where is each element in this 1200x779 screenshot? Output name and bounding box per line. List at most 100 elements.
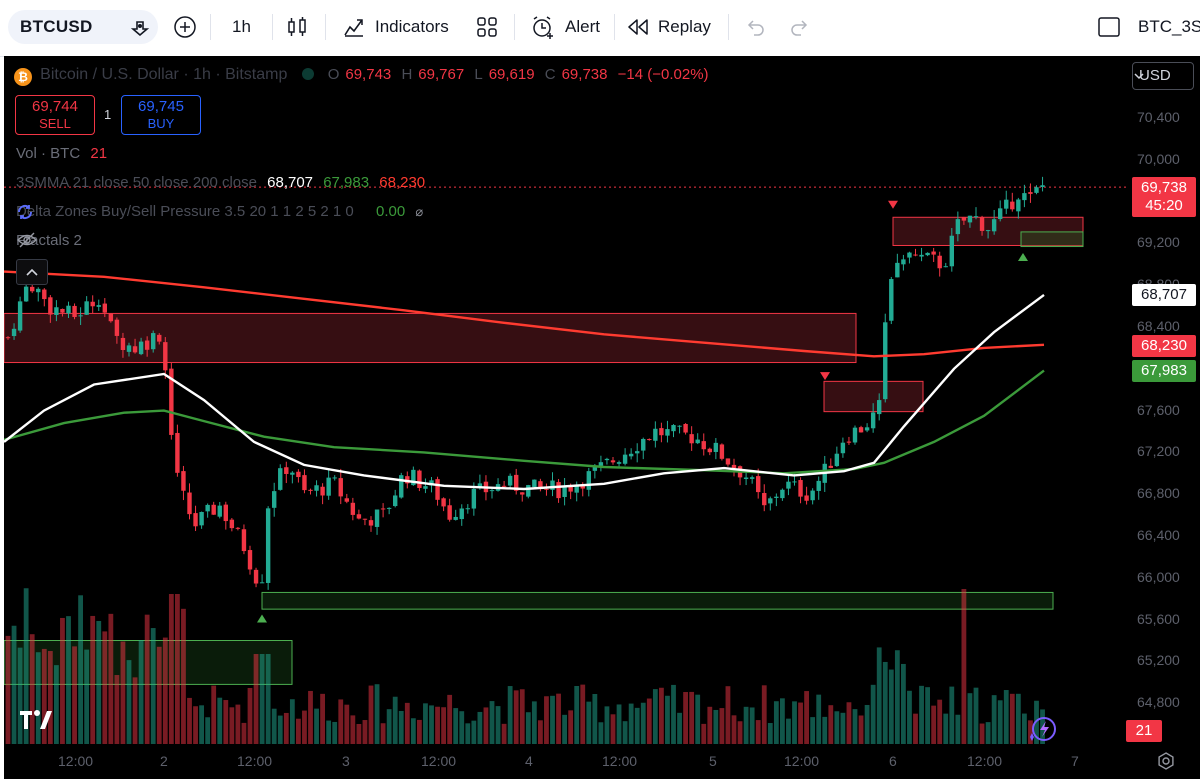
volume-bar [410,718,416,744]
quantity[interactable]: 1 [104,107,112,122]
volume-bar [362,720,368,744]
candle-body [411,469,416,486]
chart-type-button[interactable] [286,10,308,44]
volume-bar [695,694,701,744]
chart-pane[interactable]: ₿ Bitcoin / U.S. Dollar · 1h · Bitstamp … [4,56,1200,779]
volume-bar [102,631,108,744]
candle-body [338,478,343,497]
layout-checkbox[interactable] [1097,10,1121,44]
volume-bar [598,722,604,744]
volume-bar [380,723,386,744]
candle-body [913,254,918,256]
volume-bar [634,707,640,744]
candle-body [544,488,549,490]
symbol-title: Bitcoin / U.S. Dollar · 1h · Bitstamp [40,66,288,83]
collapse-legend-button[interactable] [16,259,48,285]
candle-body [253,569,259,584]
volume-bar [386,709,392,744]
volume-bar [822,716,828,744]
volume-bar [816,694,822,744]
candle-body [683,423,688,433]
candle-body [175,432,180,473]
indicators-button[interactable]: Indicators [342,10,449,44]
volume-bar [907,690,912,744]
volume-bar [858,715,864,744]
candle-body [604,458,610,461]
currency-select[interactable]: USD [1132,62,1194,90]
alert-button[interactable]: Alert [530,10,600,44]
volume-bar [441,707,446,744]
low-value: 69,619 [488,66,535,83]
undo-button[interactable] [745,10,765,44]
volume-bar [114,675,120,744]
candle-body [955,219,961,235]
ma50-value: 67,983 [323,174,370,191]
volume-bar [997,700,1003,744]
candle-body [961,217,967,221]
volume-bar [538,720,543,744]
volume-bar [786,718,791,744]
rewind-icon [628,19,648,35]
candle-body [120,337,126,350]
volume-bar [332,721,338,744]
candle-body [816,480,821,491]
candle-body [132,346,138,353]
layout-name[interactable]: BTC_3S [1138,17,1200,36]
candle-body [749,477,755,479]
volume-bar [580,684,586,744]
candle-body [532,479,537,488]
volume-bar [168,594,174,744]
candle-body [647,439,652,441]
interval-button[interactable]: 1h [232,17,251,36]
candle-body [774,496,779,498]
candle-body [979,217,985,231]
sell-label: SELL [39,116,71,131]
time-tick-label: 12:00 [421,753,457,769]
delta-legend: Delta Zones Buy/Sell Pressure 3.5 20 1 1… [16,203,423,220]
candle-body [580,485,585,489]
candle-body [798,480,803,497]
volume-bar [882,661,888,744]
candle-body [1028,192,1033,194]
candle-body [66,305,71,314]
ma21-price-label: 68,707 [1132,284,1196,306]
candle-body [350,502,356,515]
candle-body [883,322,888,400]
candle-body [586,471,591,490]
volume-bar [247,687,253,744]
buy-button[interactable]: 69,745 BUY [121,95,201,135]
candle-body [241,529,247,552]
high-label: H [401,66,413,83]
candle-body [265,508,271,583]
add-symbol-button[interactable] [173,10,197,44]
volume-bar [241,722,247,744]
candle-body [314,485,319,491]
delta-zone [261,591,1054,610]
volume-bar [683,692,688,744]
replay-button[interactable]: Replay [627,10,711,44]
compare-symbol-icon[interactable] [130,17,150,37]
symbol-search[interactable]: BTCUSD [8,10,158,44]
candle-body [562,487,567,497]
candle-body [48,297,53,315]
volume-bar [798,702,803,744]
fractal-down-marker [820,372,830,381]
candle-body [616,462,622,464]
sell-button[interactable]: 69,744 SELL [15,95,95,135]
redo-button[interactable] [790,10,810,44]
indicators-label: Indicators [375,17,449,36]
volume-bar [544,696,549,744]
price-chart[interactable] [4,56,1200,779]
layouts-button[interactable] [476,10,498,44]
volume-bar [931,705,937,744]
fractal-up-marker [1018,252,1028,261]
volume-bar [344,704,350,744]
volume-bar [519,689,525,744]
volume-bar [120,641,126,744]
close-value: 69,738 [561,66,608,83]
volume-bar [41,648,47,744]
candle-body [193,513,198,527]
volume-bar [955,714,961,744]
sparkle-bolt-icon [1030,717,1056,741]
candle-body [441,498,446,507]
